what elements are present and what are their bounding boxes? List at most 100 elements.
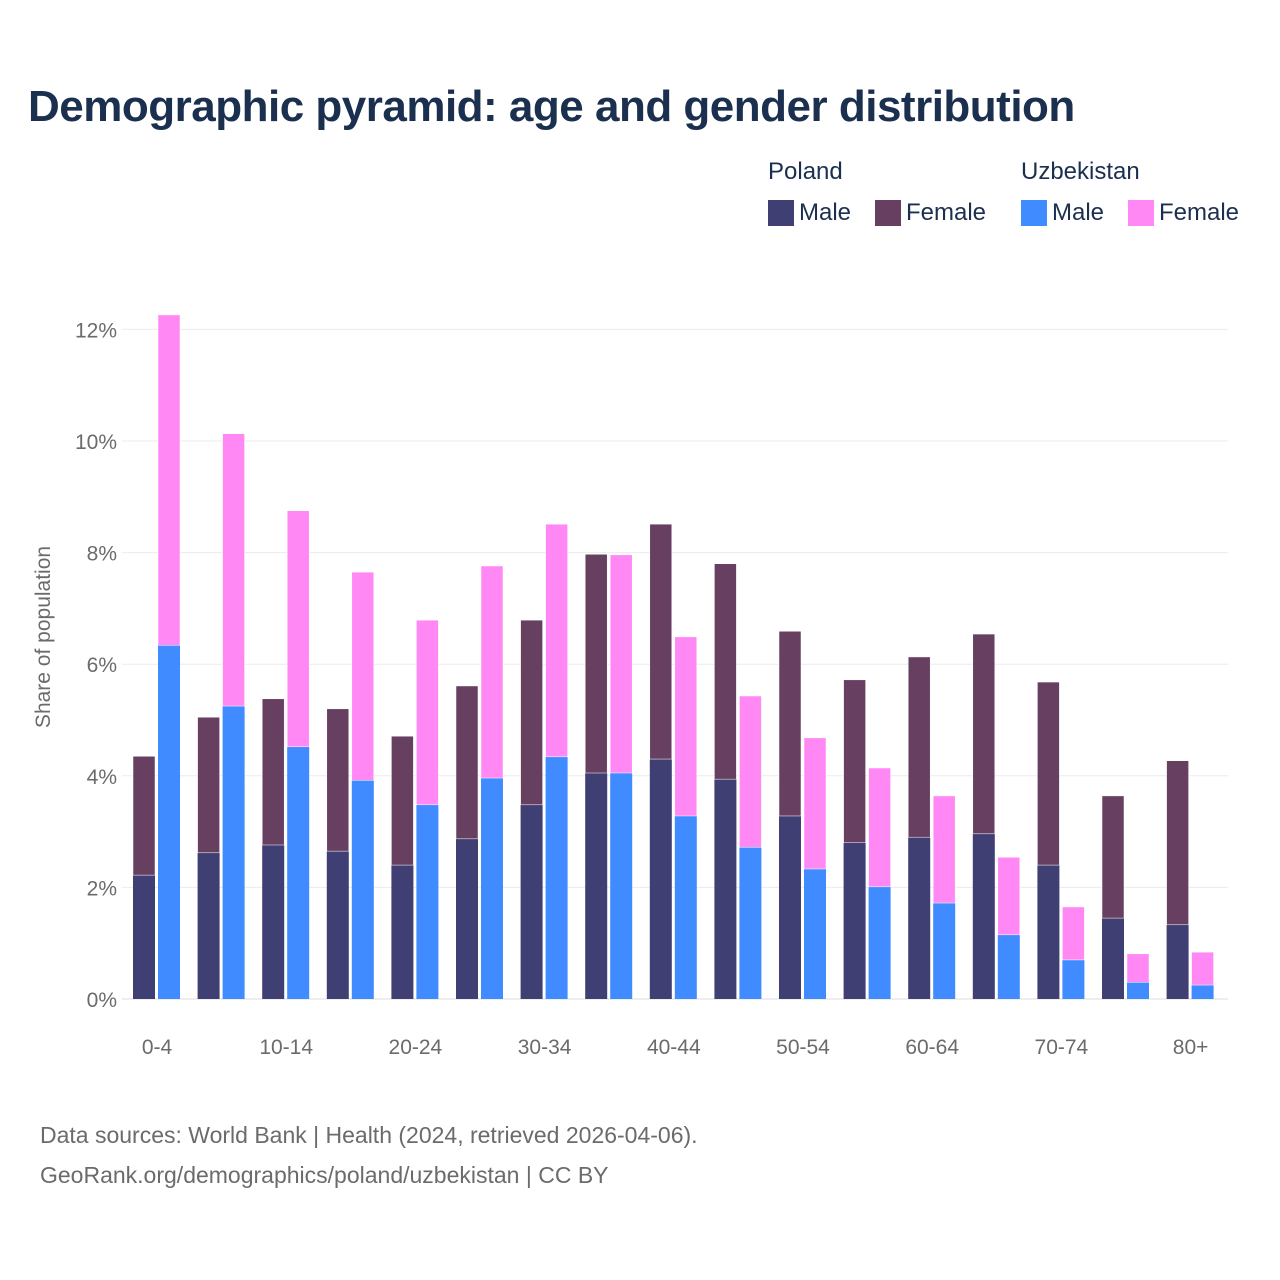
legend-group-uzbekistan: Uzbekistan xyxy=(1021,158,1140,185)
bar-poland-female xyxy=(1101,795,1125,919)
bar-uzbekistan-male xyxy=(1062,959,1085,999)
bar-poland-female xyxy=(261,698,285,846)
bar-poland-male xyxy=(585,773,608,999)
bar-uzbekistan-female xyxy=(739,695,762,848)
y-tick-label: 0% xyxy=(87,989,117,1012)
y-tick-label: 4% xyxy=(87,766,117,789)
bar-poland-female xyxy=(1166,760,1189,926)
bar-uzbekistan-female xyxy=(1126,953,1150,983)
bar-poland-female xyxy=(778,631,802,817)
legend-label: Male xyxy=(1052,199,1105,226)
bar-uzbekistan-female xyxy=(157,314,181,646)
chart-title: Demographic pyramid: age and gender dist… xyxy=(28,82,1075,131)
x-tick-label: 80+ xyxy=(1173,1036,1209,1059)
bar-uzbekistan-male xyxy=(868,886,891,999)
bar-poland-male xyxy=(391,865,414,999)
bar-poland-male xyxy=(456,838,478,999)
footer-link[interactable]: GeoRank.org/demographics/poland/uzbekist… xyxy=(40,1162,609,1188)
bar-uzbekistan-female xyxy=(351,571,375,781)
bar-uzbekistan-male xyxy=(222,706,245,999)
legend-label: Female xyxy=(1159,199,1240,226)
bar-uzbekistan-male xyxy=(739,847,762,999)
bar-poland-male xyxy=(1037,865,1060,999)
footer: Data sources: World Bank | Health (2024,… xyxy=(40,1115,698,1195)
bar-poland-male xyxy=(843,842,866,999)
bar-poland-female xyxy=(1037,681,1060,866)
bar-uzbekistan-male xyxy=(674,815,697,999)
bar-uzbekistan-female xyxy=(286,510,310,748)
bar-poland-female xyxy=(649,523,673,760)
bar-uzbekistan-female xyxy=(868,767,891,888)
legend-group-poland: Poland xyxy=(768,158,843,185)
bar-poland-female xyxy=(391,735,414,866)
bar-poland-male xyxy=(972,833,995,999)
x-tick-label: 50-54 xyxy=(776,1036,830,1059)
bar-uzbekistan-male xyxy=(1127,982,1149,999)
x-tick-label: 70-74 xyxy=(1035,1036,1089,1059)
bar-poland-male xyxy=(262,844,285,999)
bar-uzbekistan-male xyxy=(610,773,633,999)
bar-uzbekistan-male xyxy=(416,804,439,999)
x-tick-label: 20-24 xyxy=(389,1036,443,1059)
bar-poland-female xyxy=(907,656,931,838)
bar-poland-female xyxy=(843,679,866,844)
bar-poland-male xyxy=(649,759,672,999)
x-tick-label: 0-4 xyxy=(142,1036,173,1059)
bar-uzbekistan-male xyxy=(481,778,503,999)
bar-uzbekistan-male xyxy=(545,756,568,999)
bar-uzbekistan-female xyxy=(416,619,439,806)
bar-uzbekistan-male xyxy=(804,868,826,999)
legend-label: Female xyxy=(906,199,987,226)
bar-poland-female xyxy=(455,685,479,840)
bar-uzbekistan-male xyxy=(158,645,180,999)
bar-poland-female xyxy=(972,633,996,835)
x-tick-label: 60-64 xyxy=(905,1036,959,1059)
bar-poland-male xyxy=(520,804,543,999)
y-tick-label: 6% xyxy=(87,654,117,677)
bar-uzbekistan-female xyxy=(1191,951,1214,986)
bar-uzbekistan-male xyxy=(351,780,374,999)
bar-poland-male xyxy=(1102,918,1124,999)
x-tick-label: 40-44 xyxy=(647,1036,701,1059)
x-tick-label: 30-34 xyxy=(518,1036,572,1059)
bar-uzbekistan-male xyxy=(1191,985,1214,999)
legend-swatch xyxy=(875,200,901,226)
legend-swatch xyxy=(1128,200,1154,226)
legend-swatch xyxy=(1021,200,1047,226)
y-tick-label: 2% xyxy=(87,877,117,900)
bar-uzbekistan-male xyxy=(997,934,1020,999)
bar-uzbekistan-male xyxy=(287,746,310,999)
bar-uzbekistan-female xyxy=(222,433,245,707)
bar-poland-female xyxy=(584,554,608,774)
bar-uzbekistan-female xyxy=(1062,906,1085,961)
y-tick-label: 12% xyxy=(75,319,117,342)
bar-poland-female xyxy=(132,756,156,876)
bar-poland-female xyxy=(197,716,220,854)
bar-poland-male xyxy=(779,815,801,999)
y-tick-label: 8% xyxy=(87,543,117,566)
bar-poland-female xyxy=(326,708,350,852)
bar-uzbekistan-male xyxy=(933,903,956,999)
bar-poland-male xyxy=(908,837,931,999)
y-tick-label: 10% xyxy=(75,431,117,454)
footer-sources: Data sources: World Bank | Health (2024,… xyxy=(40,1122,698,1148)
legend-label: Male xyxy=(799,199,852,226)
bar-uzbekistan-female xyxy=(674,636,698,817)
bar-uzbekistan-female xyxy=(545,523,568,758)
legend-uzbekistan-male[interactable]: Male xyxy=(1021,199,1104,227)
bar-poland-male xyxy=(1166,924,1189,999)
bar-poland-male xyxy=(197,852,220,999)
x-tick-label: 10-14 xyxy=(259,1036,313,1059)
bar-uzbekistan-female xyxy=(932,795,956,904)
legend-poland-male[interactable]: Male xyxy=(768,199,851,227)
legend-swatch xyxy=(768,200,794,226)
legend-poland-female[interactable]: Female xyxy=(875,199,986,227)
bar-poland-male xyxy=(714,779,737,999)
bar-uzbekistan-female xyxy=(803,737,827,870)
bar-uzbekistan-female xyxy=(609,554,633,774)
bar-poland-female xyxy=(714,563,737,780)
bar-uzbekistan-female xyxy=(997,857,1021,936)
y-axis-label: Share of population xyxy=(32,546,55,728)
legend-uzbekistan-female[interactable]: Female xyxy=(1128,199,1239,227)
